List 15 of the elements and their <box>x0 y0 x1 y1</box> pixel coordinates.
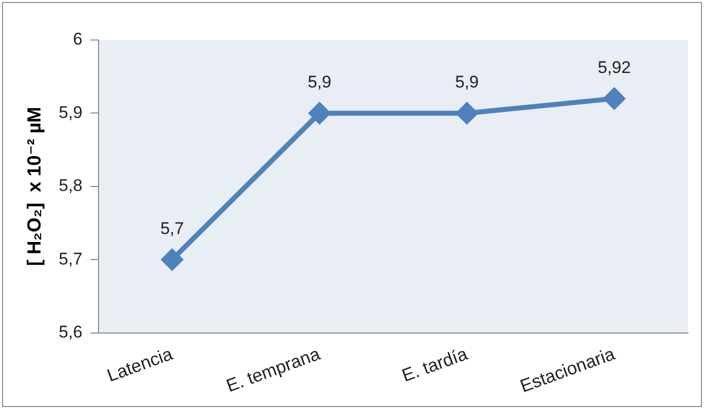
y-tick-label: 5,7 <box>58 249 82 268</box>
data-label: 5,92 <box>598 58 631 77</box>
x-tick-label: E. tardía <box>399 344 470 386</box>
data-label: 5,9 <box>455 72 479 92</box>
y-tick-label: 5,6 <box>58 322 82 342</box>
y-tick-label: 5,8 <box>58 176 82 196</box>
point <box>456 102 478 124</box>
y-tick-label: 5,9 <box>58 102 82 122</box>
data-label: 5,7 <box>160 218 184 238</box>
point <box>309 102 330 124</box>
y-tick-label: 6 <box>72 30 82 49</box>
point <box>162 249 183 270</box>
y-axis-title: [ H₂O₂] x 10⁻² µM <box>24 106 46 266</box>
point <box>604 88 625 110</box>
data-label: 5,9 <box>308 72 332 92</box>
